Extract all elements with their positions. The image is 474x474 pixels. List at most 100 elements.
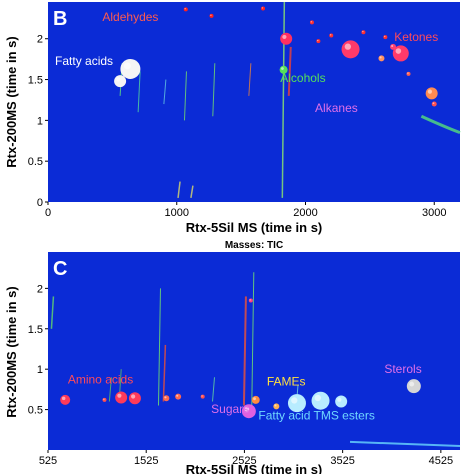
data-point-marker — [102, 397, 107, 402]
data-point-highlight — [244, 406, 250, 412]
data-point-marker — [390, 43, 397, 50]
chromatogram-streak — [251, 272, 255, 406]
data-point-marker — [60, 394, 71, 405]
y-tick-label: 1.5 — [28, 324, 43, 336]
data-point — [115, 391, 128, 404]
data-point — [209, 13, 214, 18]
panel-c-y-ticks: 0.5 1 1.5 2 — [28, 283, 48, 417]
data-point-marker — [120, 58, 141, 79]
data-point — [280, 32, 293, 45]
data-point — [241, 404, 256, 419]
data-point-marker — [251, 395, 260, 404]
data-point — [311, 391, 330, 410]
data-point — [175, 393, 182, 400]
x-tick-label: 525 — [39, 455, 57, 467]
chromatogram-streak — [287, 46, 292, 96]
panel-c-xlabel: Rtx-5Sil MS (time in s) — [186, 462, 323, 474]
data-point — [361, 30, 366, 35]
data-point-highlight — [123, 62, 131, 70]
x-tick-label: 2000 — [293, 207, 317, 219]
data-point-marker — [209, 13, 214, 18]
data-point-highlight — [329, 34, 332, 36]
data-point-marker — [114, 75, 127, 88]
chromatogram-streak — [163, 79, 167, 105]
data-point — [273, 403, 280, 410]
data-point-highlight — [395, 48, 402, 54]
data-point-marker — [316, 39, 321, 44]
alkane-band — [420, 114, 461, 135]
data-point — [392, 45, 409, 62]
data-point-highlight — [261, 7, 264, 9]
data-point-highlight — [317, 39, 319, 42]
y-tick-label: 1 — [37, 115, 43, 127]
data-point-marker — [311, 391, 330, 410]
data-point-highlight — [384, 35, 386, 38]
data-point — [102, 397, 107, 402]
panel-c-chromatogram-streaks — [50, 272, 461, 447]
data-point-marker — [361, 30, 366, 35]
category-annotation: Fatty acid TMS esters — [258, 408, 374, 422]
chromatogram-streak — [157, 288, 161, 406]
panel-c-x-ticks: 525 1525 2525 3525 4525 — [39, 450, 453, 467]
data-point-highlight — [291, 397, 298, 404]
data-point-highlight — [116, 77, 121, 82]
data-point-highlight — [344, 43, 352, 50]
data-point — [128, 392, 141, 405]
chromatogram-streak — [212, 377, 216, 402]
data-point-highlight — [427, 89, 432, 94]
panel-c-ylabel: Rtx-200MS (time in s) — [4, 286, 19, 417]
data-point — [120, 58, 141, 79]
data-point-marker — [128, 392, 141, 405]
data-point — [114, 75, 127, 88]
data-point — [335, 395, 348, 408]
chromatogram-streak — [50, 296, 55, 329]
category-annotation: Fatty acids — [55, 54, 113, 68]
data-point — [341, 40, 360, 59]
chromatogram-streak — [190, 185, 194, 199]
panel-c-letter: C — [53, 258, 67, 280]
x-tick-label: 1525 — [134, 455, 158, 467]
chromatogram-streak — [108, 377, 112, 402]
chromatogram-streak — [212, 63, 216, 117]
panel-b-letter: B — [53, 8, 67, 30]
chromatogram-streak — [137, 71, 141, 113]
x-tick-label: 3525 — [330, 455, 354, 467]
data-point-highlight — [117, 393, 122, 398]
chromatogram-streak — [162, 344, 167, 402]
data-point-highlight — [201, 395, 203, 397]
data-point-highlight — [409, 381, 415, 387]
data-point-highlight — [281, 67, 284, 70]
data-point — [378, 55, 385, 62]
panel-b-x-ticks: 0 1000 2000 3000 — [45, 202, 446, 219]
data-point — [309, 20, 314, 25]
panel-b-y-ticks: 0 0.5 1 1.5 2 — [28, 34, 48, 209]
data-point-marker — [163, 395, 170, 402]
category-annotation: Aldehydes — [102, 10, 158, 24]
data-point-highlight — [210, 14, 212, 16]
data-point — [60, 394, 71, 405]
category-annotation: Sugars — [211, 402, 249, 416]
data-point — [316, 39, 321, 44]
data-point-marker — [115, 391, 128, 404]
panel-b-chromatogram-streaks — [119, 1, 461, 199]
data-point-marker — [383, 35, 388, 40]
data-point-highlight — [253, 397, 256, 401]
data-point — [329, 33, 334, 38]
category-annotation: Ketones — [394, 30, 438, 44]
data-point-marker — [335, 395, 348, 408]
data-point-highlight — [310, 21, 313, 23]
data-point-highlight — [131, 394, 136, 399]
data-point-marker — [406, 71, 411, 76]
data-point-marker — [341, 40, 360, 59]
data-point — [406, 71, 411, 76]
x-tick-label: 3000 — [422, 207, 446, 219]
data-point-highlight — [103, 398, 105, 400]
data-point — [163, 395, 170, 402]
data-point-marker — [280, 32, 293, 45]
data-point-marker — [200, 394, 205, 399]
data-point-highlight — [164, 396, 167, 399]
data-point-highlight — [362, 30, 364, 33]
y-tick-label: 2 — [37, 34, 43, 46]
data-point — [261, 6, 266, 11]
data-point-highlight — [432, 102, 435, 105]
